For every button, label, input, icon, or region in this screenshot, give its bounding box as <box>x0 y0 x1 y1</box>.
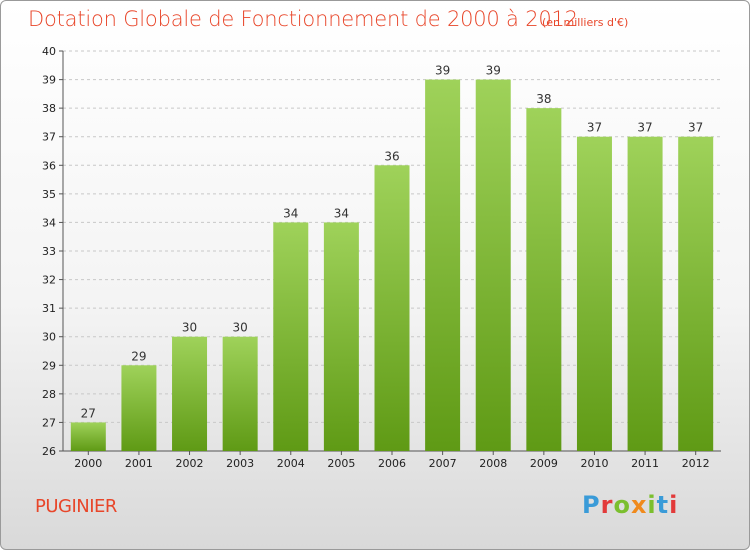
data-label: 39 <box>435 64 450 78</box>
data-label: 38 <box>536 92 551 106</box>
bar-2008 <box>475 79 511 452</box>
bar-2007 <box>425 79 461 452</box>
bar-2000 <box>70 422 106 451</box>
x-tick-label: 2010 <box>580 457 608 470</box>
y-tick-label: 31 <box>42 302 56 315</box>
commune-name: PUGINIER <box>35 496 117 517</box>
x-tick-label: 2007 <box>429 457 457 470</box>
data-label: 36 <box>384 149 399 163</box>
bar-2004 <box>273 222 309 451</box>
bars <box>70 79 714 452</box>
data-label: 37 <box>587 121 602 135</box>
y-tick-label: 37 <box>42 131 56 144</box>
y-tick-label: 38 <box>42 102 56 115</box>
proxiti-logo: Proxiti <box>582 491 679 519</box>
y-tick-label: 36 <box>42 159 56 172</box>
bar-2002 <box>172 336 208 451</box>
x-tick-label: 2004 <box>277 457 305 470</box>
y-tick-label: 39 <box>42 74 56 87</box>
y-tick-label: 30 <box>42 331 56 344</box>
x-tick-label: 2002 <box>176 457 204 470</box>
data-label: 37 <box>637 121 652 135</box>
x-tick-label: 2009 <box>530 457 558 470</box>
data-label: 39 <box>486 64 501 78</box>
x-tick-label: 2006 <box>378 457 406 470</box>
data-label: 29 <box>131 349 146 363</box>
bar-2006 <box>374 165 410 452</box>
bar-2001 <box>121 365 157 451</box>
data-label: 30 <box>233 321 248 335</box>
y-tick-label: 28 <box>42 388 56 401</box>
y-tick-labels: 26 27 28 29 30 31 32 33 34 35 36 37 38 39 40 <box>42 45 56 458</box>
y-tick-label: 33 <box>42 245 56 258</box>
x-tick-label: 2008 <box>479 457 507 470</box>
data-label: 27 <box>81 406 96 420</box>
y-tick-label: 26 <box>42 445 56 458</box>
data-labels: 27 29 30 30 34 34 36 39 39 38 37 37 37 <box>81 64 704 421</box>
data-label: 34 <box>334 206 349 220</box>
y-tick-label: 27 <box>42 416 56 429</box>
bar-2003 <box>222 336 258 451</box>
x-tick-label: 2001 <box>125 457 153 470</box>
x-tick-label: 2003 <box>226 457 254 470</box>
y-tick-label: 35 <box>42 188 56 201</box>
y-tick-label: 32 <box>42 274 56 287</box>
y-tick-label: 40 <box>42 45 56 58</box>
y-tick-label: 29 <box>42 359 56 372</box>
data-label: 30 <box>182 321 197 335</box>
x-tick-label: 2000 <box>74 457 102 470</box>
bar-2009 <box>526 108 562 452</box>
bar-2005 <box>323 222 359 451</box>
bar-2010 <box>576 136 612 451</box>
chart-title: Dotation Globale de Fonctionnement de 20… <box>28 7 578 31</box>
y-tick-label: 34 <box>42 216 56 229</box>
data-label: 34 <box>283 206 298 220</box>
unit-note: (en milliers d'€) <box>542 16 629 29</box>
x-tick-label: 2011 <box>631 457 659 470</box>
data-label: 37 <box>688 121 703 135</box>
bar-2012 <box>678 136 714 451</box>
x-tick-label: 2005 <box>327 457 355 470</box>
x-tick-labels: 2000 2001 2002 2003 2004 2005 2006 2007 2008 2009… <box>74 457 709 470</box>
bar-2011 <box>627 136 663 451</box>
x-tick-label: 2012 <box>682 457 710 470</box>
